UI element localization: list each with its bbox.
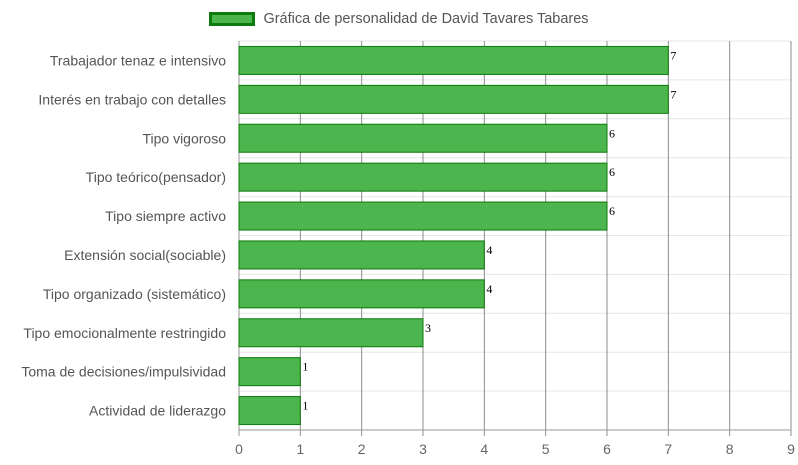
bar: [238, 201, 608, 231]
x-tick-label: 6: [603, 441, 611, 457]
category-label: Tipo organizado (sistemático): [43, 286, 226, 302]
bar: [238, 318, 424, 348]
x-tick-label: 7: [664, 441, 672, 457]
category-label: Tipo emocionalmente restringido: [23, 325, 226, 341]
x-tick-label: 0: [235, 441, 243, 457]
data-label: 6: [609, 126, 615, 140]
category-label: Trabajador tenaz e intensivo: [50, 52, 226, 68]
category-label: Tipo teórico(pensador): [86, 169, 226, 185]
bar: [238, 240, 485, 270]
bar: [238, 162, 608, 192]
x-tick-label: 8: [726, 441, 734, 457]
data-label: 7: [670, 87, 676, 101]
data-label: 1: [302, 360, 308, 374]
legend-swatch: [209, 12, 256, 26]
bar: [238, 279, 485, 309]
data-label: 7: [670, 48, 676, 62]
data-label: 6: [609, 165, 615, 179]
chart-legend: Gráfica de personalidad de David Tavares…: [0, 8, 798, 30]
legend-label: Gráfica de personalidad de David Tavares…: [263, 11, 589, 27]
x-tick-label: 2: [358, 441, 366, 457]
x-tick-label: 4: [480, 441, 488, 457]
data-label: 4: [486, 243, 492, 257]
bar: [238, 45, 669, 75]
bar: [238, 396, 301, 426]
category-label: Tipo siempre activo: [105, 208, 226, 224]
bar: [238, 357, 301, 387]
category-label: Extensión social(sociable): [64, 247, 226, 263]
bar: [238, 123, 608, 153]
x-tick-label: 9: [787, 441, 795, 457]
bar: [238, 84, 669, 114]
data-label: 6: [609, 204, 615, 218]
category-label: Tipo vigoroso: [142, 130, 226, 146]
data-label: 1: [302, 399, 308, 413]
category-label: Toma de decisiones/impulsividad: [21, 364, 226, 380]
x-tick-label: 3: [419, 441, 427, 457]
category-label: Actividad de liderazgo: [89, 403, 226, 419]
x-tick-label: 1: [296, 441, 304, 457]
category-label: Interés en trabajo con detalles: [38, 91, 226, 107]
data-label: 3: [425, 321, 431, 335]
data-label: 4: [486, 282, 492, 296]
x-tick-label: 5: [542, 441, 550, 457]
